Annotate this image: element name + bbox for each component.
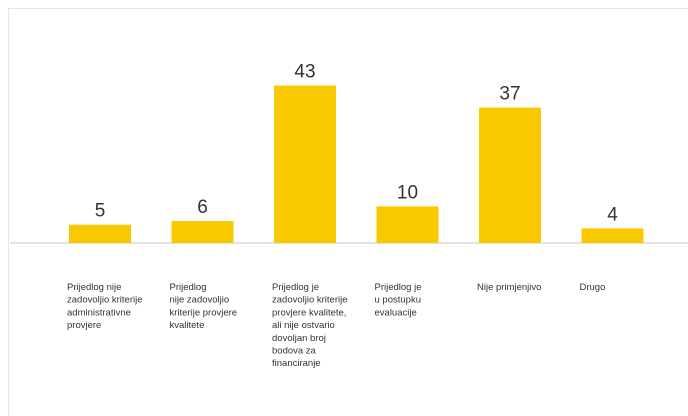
category-label-3: Prijedlog je u postupku evaluacije <box>375 282 422 318</box>
category-label-line: kriterije provjere <box>170 307 238 318</box>
value-label-5: 4 <box>607 204 618 225</box>
bar-4 <box>479 107 541 243</box>
category-label-4: Nije primjenjivo <box>477 282 541 293</box>
category-label-line: zadovoljio kriterije <box>67 295 143 306</box>
value-label-3: 10 <box>397 182 418 203</box>
value-label-1: 6 <box>197 197 208 218</box>
chart-frame <box>8 8 688 416</box>
value-labels-group: 5 6 43 10 37 4 <box>95 62 619 226</box>
category-label-line: kvalitete <box>170 320 205 331</box>
category-label-line: provjere kvalitete, <box>272 307 346 318</box>
category-label-line: Prijedlog je <box>272 282 319 293</box>
value-label-4: 37 <box>499 84 520 105</box>
category-label-line: bodova za <box>272 346 317 357</box>
bar-1 <box>171 221 234 243</box>
category-label-0: Prijedlog nije zadovoljio kriterije admini… <box>67 282 143 331</box>
category-label-line: Nije primjenjivo <box>477 282 541 293</box>
category-labels-group: Prijedlog nije zadovoljio kriterije admini… <box>67 282 605 369</box>
category-label-line: Prijedlog je <box>375 282 422 293</box>
bar-2 <box>274 85 336 244</box>
category-label-line: Prijedlog nije <box>67 282 121 293</box>
bars-group <box>69 85 644 244</box>
category-label-line: financiranje <box>272 358 321 369</box>
category-label-1: Prijedlog nije zadovoljio kriterije provje… <box>170 282 238 331</box>
category-label-line: zadovoljio kriterije <box>272 295 348 306</box>
value-label-0: 5 <box>95 201 106 222</box>
value-label-2: 43 <box>294 62 315 83</box>
category-label-line: Prijedlog <box>170 282 207 293</box>
category-label-line: nije zadovoljio <box>170 295 230 306</box>
bar-5 <box>581 228 644 243</box>
bar-0 <box>69 224 131 243</box>
category-label-line: u postupku <box>375 295 421 306</box>
category-label-line: dovoljan broj <box>272 333 326 344</box>
category-label-2: Prijedlog je zadovoljio kriterije provjere… <box>272 282 348 369</box>
category-label-5: Drugo <box>580 282 606 293</box>
category-label-line: provjere <box>67 320 101 331</box>
category-label-line: Drugo <box>580 282 606 293</box>
bar-3 <box>376 206 439 243</box>
category-label-line: ali nije ostvario <box>272 320 335 331</box>
category-label-line: administrativne <box>67 307 131 318</box>
category-label-line: evaluacije <box>375 307 417 318</box>
